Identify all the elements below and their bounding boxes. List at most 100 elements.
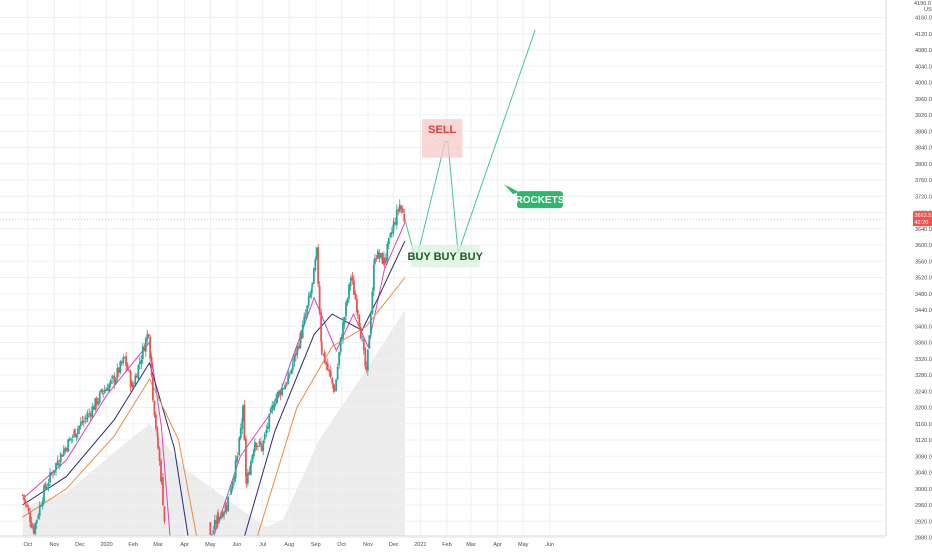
candle-body (381, 253, 384, 264)
candle-body (350, 277, 352, 281)
price-tick-label: 3120.0 (915, 438, 932, 444)
candle-body (245, 438, 247, 478)
candle-body (243, 404, 246, 440)
candle-body (43, 485, 45, 502)
sell-label: SELL (428, 124, 456, 136)
moving-average-line (244, 240, 406, 537)
candle-body (395, 209, 398, 226)
candle-body (26, 504, 28, 507)
price-tick-label: 3200.0 (915, 406, 932, 412)
candle-body (299, 332, 302, 349)
time-tick-label: Feb (128, 542, 137, 548)
candle-body (97, 401, 100, 404)
candle-body (102, 393, 105, 395)
candle-body (27, 507, 30, 512)
candle-body (79, 422, 82, 426)
candle-body (65, 448, 68, 451)
candle-body (254, 441, 256, 452)
time-tick-label: Nov (49, 542, 59, 548)
candle-body (246, 472, 249, 484)
candle-body (98, 392, 101, 403)
time-tick-label: Jun (545, 542, 554, 548)
candle-body (260, 445, 263, 452)
candle-body (325, 362, 328, 366)
last-price-value: 3663.5 (915, 213, 932, 219)
time-tick-label: 2020 (100, 542, 112, 548)
time-tick-label: Dec (389, 542, 399, 548)
candle-body (46, 486, 48, 490)
candle-body (329, 371, 332, 377)
candle-body (40, 505, 43, 507)
candle-body (154, 414, 157, 429)
candle-body (401, 208, 404, 213)
candle-body (362, 339, 365, 350)
candle-body (236, 455, 239, 457)
candle-body (400, 205, 403, 210)
price-tick-label: 3320.0 (915, 357, 932, 363)
candle-body (304, 313, 307, 318)
candle-body (78, 425, 81, 430)
candle-body (108, 384, 111, 392)
price-tick-label: 3760.0 (915, 178, 932, 184)
candle-body (275, 397, 278, 404)
price-tick-label: 2960.0 (915, 503, 932, 509)
candle-body (70, 438, 73, 440)
candle-body (146, 333, 149, 340)
time-tick-label: May (518, 542, 529, 548)
candle-body (290, 369, 293, 374)
price-tick-label: 3160.0 (915, 422, 932, 428)
candle-body (105, 389, 108, 392)
candle-body (116, 368, 119, 379)
candle-body (384, 258, 387, 263)
price-tick-label: 3520.0 (915, 276, 932, 282)
price-tick-label: 3800.0 (915, 162, 932, 168)
candle-body (343, 317, 346, 324)
candle-body (333, 390, 336, 392)
candle-body (215, 520, 218, 525)
candle-body (353, 280, 355, 295)
candle-body (47, 483, 50, 487)
candle-body (131, 383, 134, 388)
candle-body (153, 400, 156, 416)
candle-body (351, 276, 354, 281)
candle-body (387, 237, 390, 245)
candle-body (276, 392, 279, 399)
candle-body (132, 385, 135, 388)
price-tick-label: 3600.0 (915, 243, 932, 249)
candle-body (339, 337, 342, 352)
price-tick-label: 3400.0 (915, 324, 932, 330)
candle-body (234, 460, 237, 479)
candle-body (386, 243, 389, 260)
moving-average-line (22, 378, 198, 537)
rockets-callout (516, 191, 563, 209)
time-axis[interactable]: Oct Nov Dec 2020 Feb Mar Apr May Jun Jul Aug Sep Oct… (0, 535, 886, 548)
candle-body (383, 257, 386, 264)
price-tick-label: 3440.0 (915, 308, 932, 314)
candle-body (249, 461, 252, 475)
candle-body (358, 314, 361, 327)
candle-body (156, 427, 159, 437)
shaded-area (22, 310, 405, 536)
candle-body (85, 417, 88, 420)
price-tick-label: 3960.0 (915, 97, 932, 103)
price-axis[interactable]: 4190.0USD 2880.0 2920.0 2960.0 3000.0 3040.0 3… (885, 0, 932, 542)
candle-body (52, 473, 54, 475)
price-tick-label: 4080.0 (915, 48, 932, 54)
candle-body (144, 338, 147, 352)
candle-body (149, 337, 151, 359)
candle-body (89, 413, 92, 417)
candle-body (356, 310, 359, 314)
candle-body (56, 460, 59, 465)
candle-body (86, 413, 89, 418)
candle-body (67, 439, 70, 452)
candle-body (103, 390, 106, 394)
candle-body (394, 222, 397, 225)
candle-body (242, 406, 244, 421)
candle-body (336, 366, 339, 380)
candle-body (125, 356, 127, 366)
candle-body (210, 534, 213, 536)
candle-body (389, 232, 392, 238)
candle-body (397, 209, 400, 211)
candle-body (68, 438, 71, 441)
